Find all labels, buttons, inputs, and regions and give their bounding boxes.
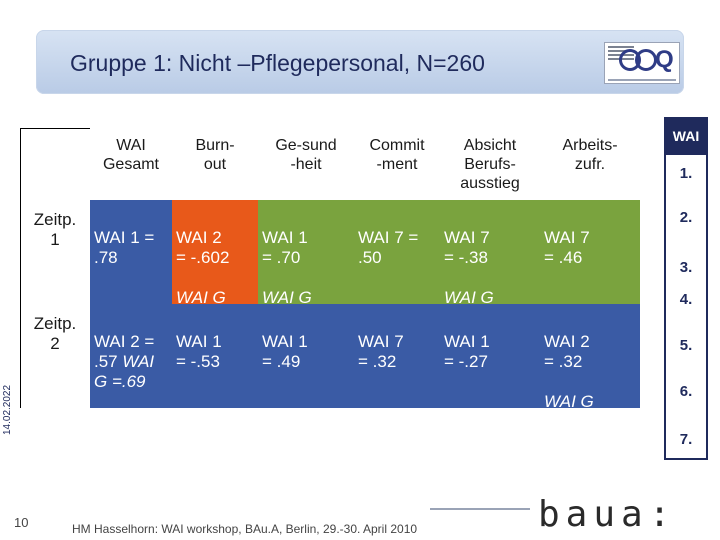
cell-main: WAI 7 = .46 xyxy=(544,228,590,267)
header-absicht: Absicht Berufs- ausstieg xyxy=(460,137,520,192)
cell-r1-absicht: WAI 7 = -.38 WAI G = -.39 xyxy=(440,200,540,327)
cell-r2-arbeitszufr: WAI 2 = .32 WAI G =.32 xyxy=(540,304,640,431)
wai-item-7: 7. xyxy=(679,431,693,448)
baua-logo: baua: xyxy=(538,494,677,535)
footer-divider xyxy=(430,508,530,510)
cell-main: WAI 2 = .57 xyxy=(94,332,155,371)
cell-main: WAI 1 = -.27 xyxy=(444,332,490,371)
cell-r1-arbeitszufr: WAI 7 = .46 xyxy=(540,200,640,304)
cell-italic: WAI G =.69 xyxy=(94,352,155,391)
footer-text: HM Hasselhorn: WAI workshop, BAu.A, Berl… xyxy=(72,522,418,536)
logo-q: Q xyxy=(655,46,674,73)
cell-r2-gesundheit: WAI 1 = .49 xyxy=(258,304,354,408)
wai-items-panel: WAI 1. 2. 3. 4. 5. 6. 7. xyxy=(664,117,708,460)
cell-main: WAI 1 = .70 xyxy=(262,228,308,267)
wai-item-5: 5. xyxy=(679,337,693,354)
logo-foot xyxy=(608,79,676,81)
cell-r1-wai-gesamt: WAI 1 = .78 xyxy=(90,200,172,304)
grid-line xyxy=(20,128,21,408)
wai-item-2: 2. xyxy=(679,209,693,226)
slide-date: 14.02.2022 xyxy=(2,384,13,435)
cell-main: WAI 7 = .50 xyxy=(358,228,419,267)
wai-item-4: 4. xyxy=(679,291,693,308)
cell-main: WAI 1 = .49 xyxy=(262,332,308,371)
cell-main: WAI 2 = .32 xyxy=(544,332,590,371)
institute-logo: Q xyxy=(604,42,680,84)
row-label-zeitp-1: Zeitp. 1 xyxy=(33,210,77,249)
header-burnout: Burn- out xyxy=(195,137,235,173)
header-wai-gesamt: WAI Gesamt xyxy=(102,137,159,173)
cell-main: WAI 1 = -.53 xyxy=(176,332,222,371)
row-label-zeitp-2: Zeitp. 2 xyxy=(33,314,77,353)
wai-item-6: 6. xyxy=(679,383,693,400)
cell-italic: WAI G =.32 xyxy=(544,392,594,431)
cell-main: WAI 7 = -.38 xyxy=(444,228,490,267)
page-number: 10 xyxy=(14,515,29,530)
cell-r2-wai-gesamt: WAI 2 = .57 WAI G =.69 xyxy=(90,304,172,408)
cell-r2-burnout: WAI 1 = -.53 xyxy=(172,304,258,408)
grid-line xyxy=(20,128,90,129)
wai-item-1: 1. xyxy=(679,165,693,182)
cell-r2-commitment: WAI 7 = .32 xyxy=(354,304,440,408)
cell-main: WAI 2 = -.602 xyxy=(176,228,230,267)
title-bar xyxy=(36,30,684,94)
slide-title: Gruppe 1: Nicht –Pflegepersonal, N=260 xyxy=(70,50,485,76)
cell-main: WAI 1 = .78 xyxy=(94,228,155,267)
cell-r1-gesundheit: WAI 1 = .70 WAI G = .73 xyxy=(258,200,354,327)
cell-r2-absicht: WAI 1 = -.27 xyxy=(440,304,540,408)
cell-main: WAI 7 = .32 xyxy=(358,332,404,371)
header-gesundheit: Ge-sund -heit xyxy=(275,137,337,173)
cell-r1-burnout: WAI 2 = -.602 WAI G = -.606 xyxy=(172,200,258,327)
header-commitment: Commit -ment xyxy=(369,137,425,173)
wai-item-3: 3. xyxy=(679,259,693,276)
logo-ring-2 xyxy=(635,49,657,71)
wai-panel-heading: WAI xyxy=(666,119,706,155)
cell-r1-commitment: WAI 7 = .50 xyxy=(354,200,440,304)
header-arbeitszufr: Arbeits- zufr. xyxy=(562,137,618,173)
